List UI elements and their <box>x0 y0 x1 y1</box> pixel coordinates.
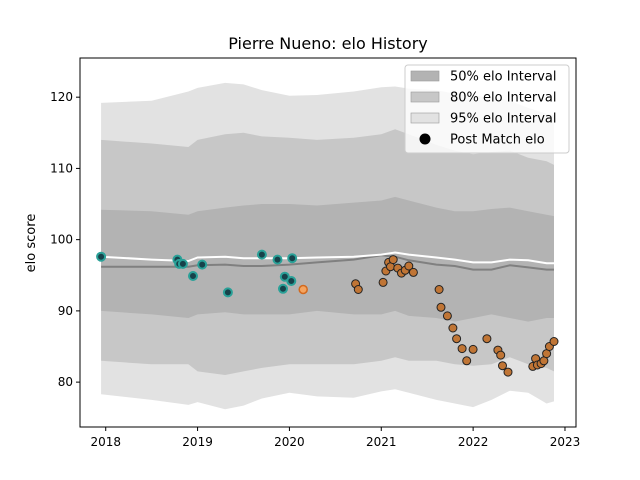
data-point-recent <box>442 311 452 321</box>
x-tick-label: 2018 <box>90 435 121 449</box>
y-tick-label: 90 <box>58 304 73 318</box>
legend-swatch <box>410 91 440 103</box>
post-match-points <box>96 249 559 377</box>
data-point-recent <box>549 337 559 346</box>
data-point-recent <box>436 302 446 312</box>
data-point-recent <box>498 361 507 371</box>
legend-box <box>404 64 570 154</box>
y-axis-ticks: 80 90 100 110 120 <box>50 90 80 389</box>
x-tick-label: 2020 <box>274 435 305 449</box>
y-axis-label: elo score <box>24 214 39 273</box>
y-tick-label: 80 <box>58 375 73 389</box>
legend-swatch <box>410 112 440 124</box>
data-point-early <box>188 271 198 281</box>
data-point-recent <box>408 267 418 277</box>
legend-swatch <box>419 133 431 145</box>
x-tick-label: 2023 <box>550 435 581 449</box>
data-point-recent <box>452 334 462 344</box>
y-tick-label: 100 <box>50 233 73 247</box>
mean-elo-line <box>101 251 554 265</box>
data-point-recent <box>388 255 398 265</box>
chart-legend: 50% elo Interval 80% elo Interval 95% elo … <box>404 64 570 154</box>
data-point-early <box>286 276 297 286</box>
data-point-recent <box>448 323 458 333</box>
data-point-early <box>222 287 233 298</box>
data-point-recent <box>482 334 492 344</box>
legend-label: 80% elo Interval <box>450 91 557 106</box>
legend-label: Post Match elo <box>450 133 545 148</box>
data-point-early <box>96 251 107 262</box>
data-point-recent <box>457 344 467 354</box>
y-tick-label: 110 <box>50 161 73 175</box>
x-tick-label: 2021 <box>366 435 397 449</box>
data-point-early <box>197 259 208 270</box>
band-50-interval <box>101 196 554 322</box>
y-tick-label: 120 <box>50 90 73 104</box>
data-point-early <box>256 249 267 260</box>
data-point-recent <box>378 277 388 287</box>
chart-title: Pierre Nueno: elo History <box>228 34 427 53</box>
data-point-early <box>177 258 188 269</box>
data-point-recent <box>353 285 363 294</box>
data-point-recent <box>468 344 478 354</box>
plot-area <box>96 82 559 410</box>
data-point-recent <box>404 261 414 271</box>
data-point-early <box>272 254 283 265</box>
legend-label: 95% elo Interval <box>450 112 557 127</box>
data-point-recent <box>496 350 506 360</box>
data-point-recent <box>503 367 513 377</box>
x-tick-label: 2022 <box>458 435 489 449</box>
legend-swatch <box>410 70 440 82</box>
legend-label: 50% elo Interval <box>450 70 557 85</box>
data-point-recent <box>462 356 472 366</box>
x-axis-ticks: 2018 2019 2020 2021 2022 2023 <box>90 427 580 449</box>
plot-frame <box>79 57 577 428</box>
x-tick-label: 2019 <box>182 435 213 449</box>
data-point-early <box>278 283 288 294</box>
data-point-recent <box>434 285 444 294</box>
data-point-highlight <box>298 284 308 295</box>
data-point-early <box>287 253 298 264</box>
